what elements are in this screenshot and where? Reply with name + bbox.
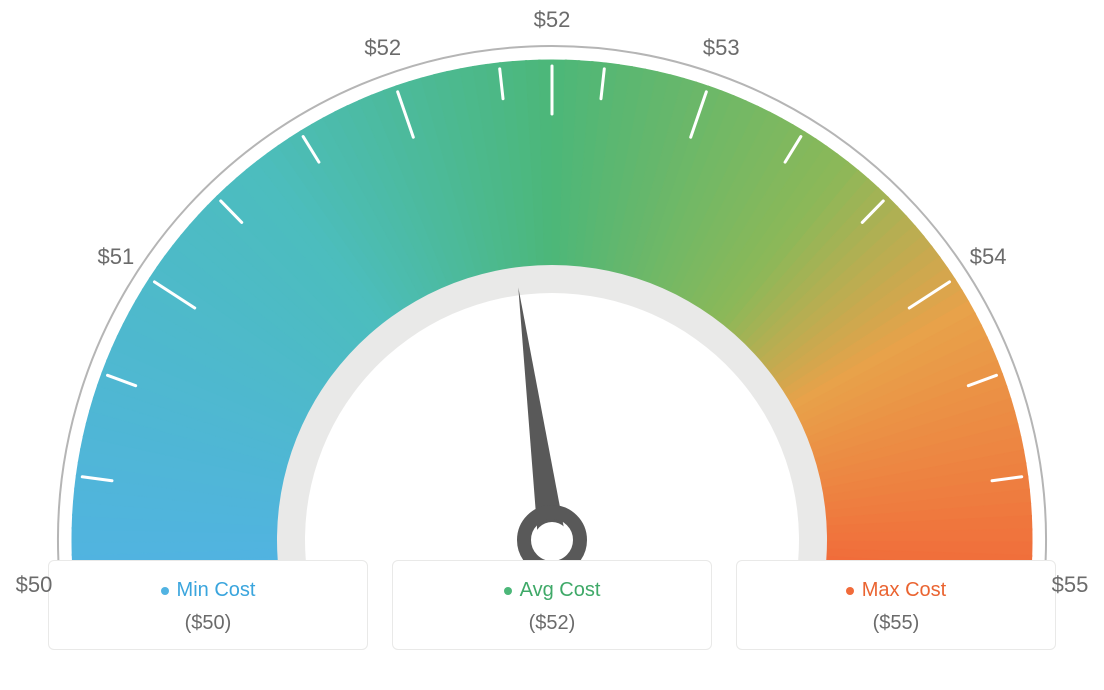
gauge-svg xyxy=(0,0,1104,560)
gauge-tick-label: $53 xyxy=(703,35,740,61)
legend-title-min: Min Cost xyxy=(161,579,256,602)
legend-card-avg: Avg Cost ($52) xyxy=(392,560,712,650)
legend-label: Max Cost xyxy=(862,579,946,602)
legend-card-min: Min Cost ($50) xyxy=(48,560,368,650)
gauge-tick-label: $52 xyxy=(534,7,571,33)
legend-label: Min Cost xyxy=(177,579,256,602)
dot-icon xyxy=(846,587,854,595)
legend-card-max: Max Cost ($55) xyxy=(736,560,1056,650)
gauge-tick-label: $55 xyxy=(1052,572,1089,598)
legend-row: Min Cost ($50) Avg Cost ($52) Max Cost (… xyxy=(0,560,1104,650)
gauge-tick-label: $51 xyxy=(98,244,135,270)
legend-label: Avg Cost xyxy=(520,579,601,602)
gauge-tick-label: $54 xyxy=(970,244,1007,270)
dot-icon xyxy=(161,587,169,595)
gauge-tick-label: $50 xyxy=(16,572,53,598)
legend-value: ($50) xyxy=(59,612,357,635)
dot-icon xyxy=(504,587,512,595)
legend-title-avg: Avg Cost xyxy=(504,579,601,602)
legend-value: ($55) xyxy=(747,612,1045,635)
legend-title-max: Max Cost xyxy=(846,579,946,602)
gauge-chart: $50$51$52$52$53$54$55 xyxy=(0,0,1104,560)
legend-value: ($52) xyxy=(403,612,701,635)
gauge-tick-label: $52 xyxy=(364,35,401,61)
